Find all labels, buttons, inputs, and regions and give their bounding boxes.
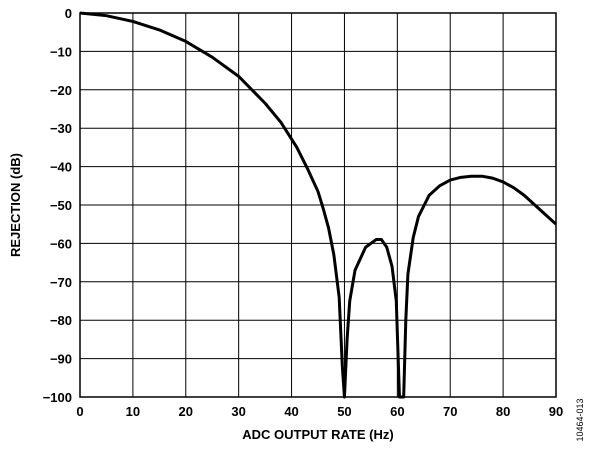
x-axis-title: ADC OUTPUT RATE (Hz) — [242, 427, 393, 442]
plot-frame — [79, 12, 557, 398]
y-tick-label: −10 — [50, 44, 72, 59]
x-tick-label: 10 — [126, 404, 140, 419]
y-tick-label: −60 — [50, 236, 72, 251]
x-tick-label: 70 — [443, 404, 457, 419]
y-tick-label: −40 — [50, 160, 72, 175]
y-tick-label: −70 — [50, 275, 72, 290]
y-tick-label: −90 — [50, 352, 72, 367]
x-tick-label: 0 — [76, 404, 83, 419]
y-tick-label: −50 — [50, 198, 72, 213]
x-tick-labels: 0 10 20 30 40 50 60 70 80 90 — [76, 404, 563, 419]
series-line — [79, 11, 558, 399]
y-tick-label: −30 — [50, 121, 72, 136]
y-tick-labels: 0 −10 −20 −30 −40 −50 −60 −70 −80 −90 −100 — [43, 6, 72, 405]
x-tick-label: 80 — [496, 404, 510, 419]
y-tick-label: −20 — [50, 83, 72, 98]
y-axis-title: REJECTION (dB) — [8, 153, 23, 257]
y-tick-label: −80 — [50, 313, 72, 328]
grid — [80, 13, 556, 397]
x-tick-label: 20 — [179, 404, 193, 419]
x-tick-label: 90 — [549, 404, 563, 419]
figure-id: 10464-013 — [575, 398, 585, 441]
x-tick-label: 30 — [231, 404, 245, 419]
y-tick-label: −100 — [43, 390, 72, 405]
x-tick-label: 60 — [390, 404, 404, 419]
x-tick-label: 50 — [337, 404, 351, 419]
y-tick-label: 0 — [65, 6, 72, 21]
x-tick-label: 40 — [284, 404, 298, 419]
